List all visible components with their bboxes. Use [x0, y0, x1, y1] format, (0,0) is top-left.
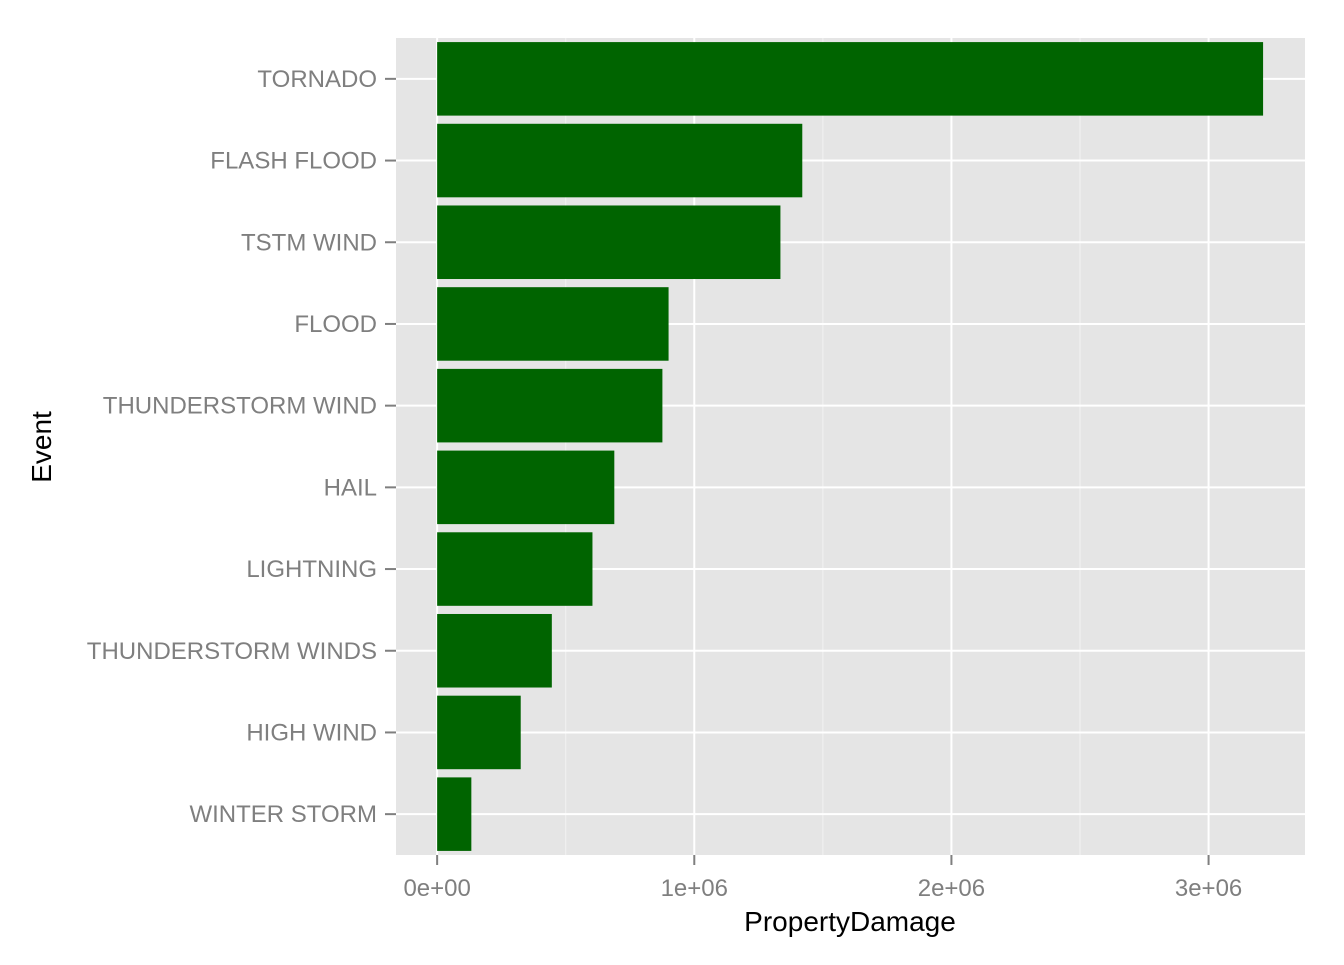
bar-tstm-wind: [437, 205, 781, 280]
bar-hail: [437, 450, 615, 525]
bar-thunderstorm-winds: [437, 613, 552, 688]
bar-thunderstorm-wind: [437, 368, 663, 443]
y-tick-label: LIGHTNING: [246, 556, 377, 583]
y-axis-title: Event: [26, 411, 57, 483]
bar-winter-storm: [437, 777, 472, 851]
y-tick-label: WINTER STORM: [189, 801, 377, 828]
y-tick-label: THUNDERSTORM WIND: [103, 393, 377, 420]
x-tick-label: 1e+06: [661, 875, 728, 902]
y-tick-label: THUNDERSTORM WINDS: [87, 638, 377, 665]
bar-lightning: [437, 532, 593, 606]
bar-flood: [437, 287, 669, 361]
bar-flash-flood: [437, 123, 803, 198]
x-tick-label: 3e+06: [1175, 875, 1242, 902]
y-tick-label: FLASH FLOOD: [210, 148, 377, 175]
x-tick-label: 2e+06: [918, 875, 985, 902]
y-tick-label: FLOOD: [294, 311, 377, 338]
bars: [437, 42, 1264, 851]
x-axis: 0e+00 1e+06 2e+06 3e+06: [403, 855, 1242, 902]
y-tick-label: HIGH WIND: [246, 719, 377, 746]
y-tick-label: HAIL: [324, 474, 377, 501]
bar-high-wind: [437, 695, 521, 770]
x-axis-title: PropertyDamage: [744, 906, 956, 937]
y-axis: TORNADO FLASH FLOOD TSTM WIND FLOOD THUNDERS…: [87, 66, 396, 828]
bar-tornado: [437, 42, 1264, 116]
y-tick-label: TSTM WIND: [241, 229, 377, 256]
y-tick-label: TORNADO: [257, 66, 377, 93]
x-tick-label: 0e+00: [403, 875, 470, 902]
